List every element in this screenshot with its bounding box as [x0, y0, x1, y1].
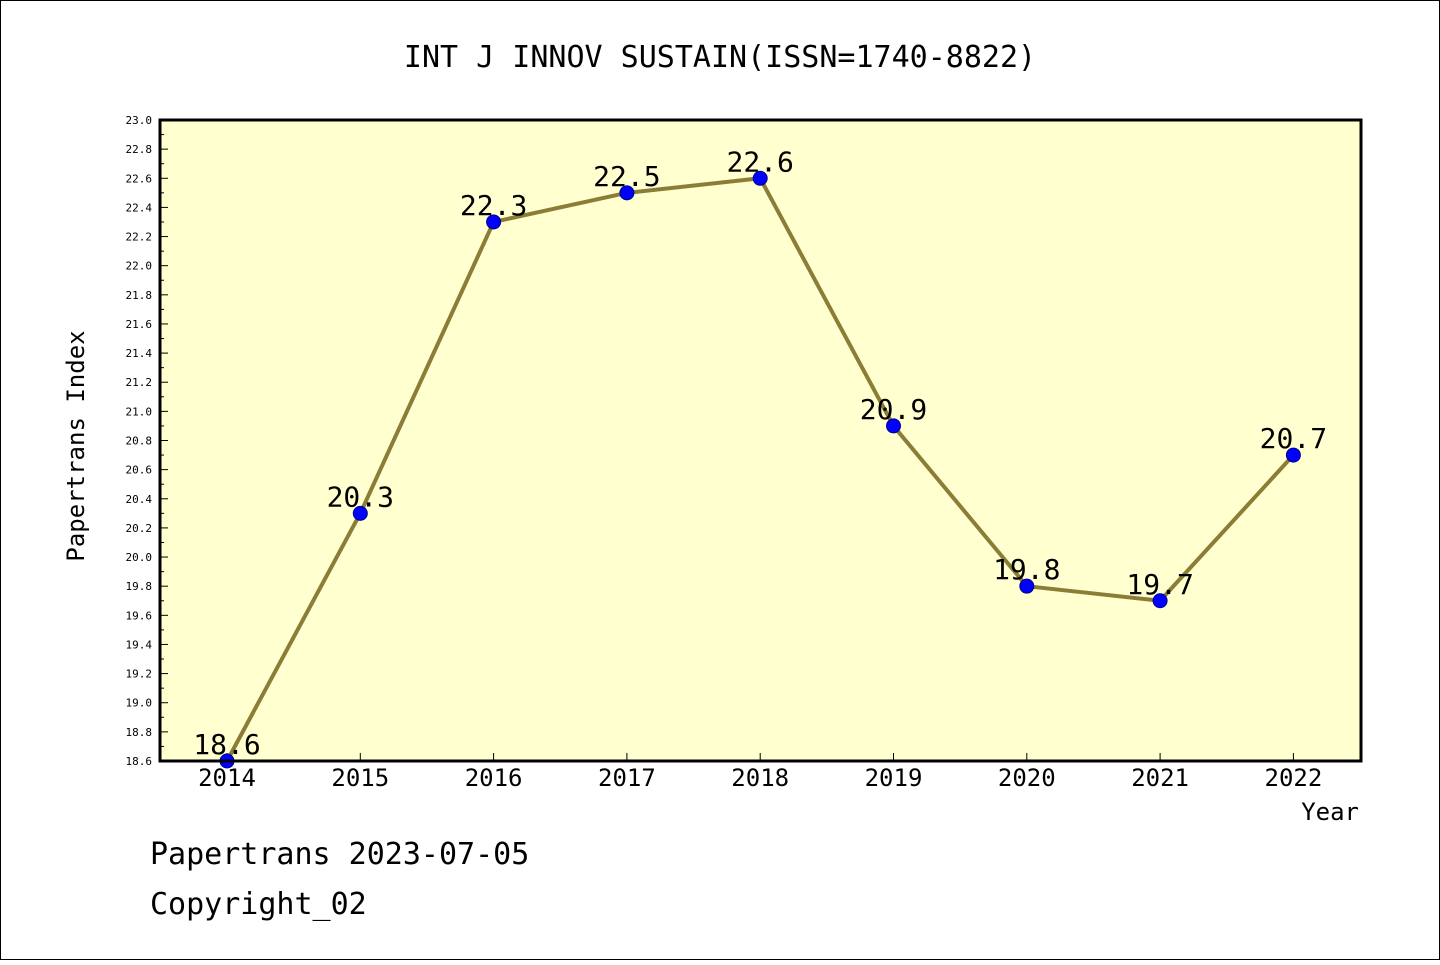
data-label: 20.7 — [1260, 422, 1327, 455]
y-tick-label: 18.8 — [126, 726, 153, 739]
data-label: 19.8 — [993, 553, 1060, 586]
chart-title: INT J INNOV SUSTAIN(ISSN=1740-8822) — [404, 40, 1036, 75]
y-tick-label: 21.6 — [126, 318, 153, 331]
data-point — [886, 418, 901, 434]
y-tick-label: 19.2 — [126, 668, 153, 681]
y-tick-label: 18.6 — [126, 755, 153, 768]
data-point — [352, 505, 368, 521]
y-tick-label: 21.0 — [126, 405, 153, 418]
y-tick-label: 22.6 — [126, 172, 153, 185]
plot-area — [160, 120, 1361, 761]
x-tick-label: 2020 — [998, 764, 1056, 792]
y-axis-ticks: 18.6 18.8 19.0 19.2 19.4 19.6 19.8 20.0 20.2 20.4… — [126, 114, 168, 768]
x-tick-label: 2016 — [465, 764, 523, 792]
y-tick-label: 22.2 — [126, 231, 153, 244]
data-point — [1152, 593, 1168, 609]
data-point — [752, 170, 768, 186]
data-label: 18.6 — [193, 728, 260, 761]
data-point — [1019, 578, 1035, 594]
footer-copyright: Copyright_02 — [150, 887, 367, 922]
y-tick-label: 20.6 — [126, 464, 153, 477]
y-tick-label: 20.4 — [126, 493, 153, 506]
data-label: 22.5 — [593, 160, 660, 193]
y-tick-label: 22.0 — [126, 260, 153, 273]
y-tick-label: 19.8 — [126, 580, 153, 593]
y-tick-label: 22.8 — [126, 143, 153, 156]
x-tick-label: 2019 — [865, 764, 923, 792]
x-tick-label: 2014 — [198, 764, 256, 792]
y-tick-label: 19.4 — [126, 638, 153, 651]
data-labels: 18.6 20.3 22.3 22.5 22.6 20.9 19.8 19.7 20.7 — [193, 145, 1327, 761]
x-tick-label: 2018 — [731, 764, 789, 792]
x-tick-label: 2017 — [598, 764, 656, 792]
y-tick-label: 19.0 — [126, 697, 153, 710]
x-tick-label: 2021 — [1131, 764, 1189, 792]
plot-frame — [158, 118, 1363, 763]
y-tick-label: 19.6 — [126, 609, 153, 622]
y-axis-label: Papertrans Index — [62, 330, 90, 561]
y-tick-label: 21.8 — [126, 289, 153, 302]
y-tick-label: 23.0 — [126, 114, 153, 127]
y-tick-label: 20.2 — [126, 522, 153, 535]
y-tick-label: 20.0 — [126, 551, 153, 564]
footer-date: Papertrans 2023-07-05 — [150, 837, 529, 872]
data-label: 20.3 — [327, 480, 394, 513]
data-label: 22.6 — [726, 145, 793, 178]
data-point — [619, 185, 635, 201]
x-tick-label: 2022 — [1265, 764, 1323, 792]
data-label: 22.3 — [460, 189, 527, 222]
y-tick-label: 21.2 — [126, 376, 153, 389]
x-tick-label: 2015 — [331, 764, 389, 792]
data-markers — [219, 170, 1301, 769]
data-point — [1285, 447, 1301, 463]
x-axis-ticks: 2014 2015 2016 2017 2018 2019 2020 2021 2022 — [198, 753, 1322, 792]
data-point — [486, 214, 502, 230]
y-tick-label: 21.4 — [126, 347, 153, 360]
x-axis-label: Year — [1301, 798, 1359, 826]
y-tick-label: 22.4 — [126, 201, 153, 214]
y-tick-label: 20.8 — [126, 435, 153, 448]
data-label: 19.7 — [1126, 568, 1193, 601]
data-label: 20.9 — [860, 393, 927, 426]
